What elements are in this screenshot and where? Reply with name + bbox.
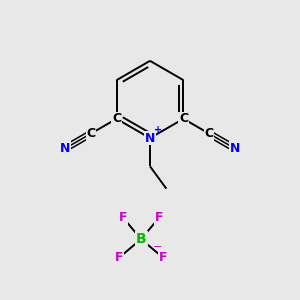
Text: C: C [179,112,188,125]
Text: C: C [86,127,95,140]
Text: N: N [145,132,155,145]
Text: −: − [153,242,162,252]
Text: N: N [230,142,240,155]
Text: F: F [158,251,167,264]
Text: C: C [205,127,214,140]
Text: +: + [154,125,162,135]
Text: F: F [119,211,127,224]
Text: C: C [112,112,121,125]
Text: B: B [136,232,146,246]
Text: N: N [60,142,70,155]
Text: F: F [115,251,124,264]
Text: F: F [155,211,164,224]
